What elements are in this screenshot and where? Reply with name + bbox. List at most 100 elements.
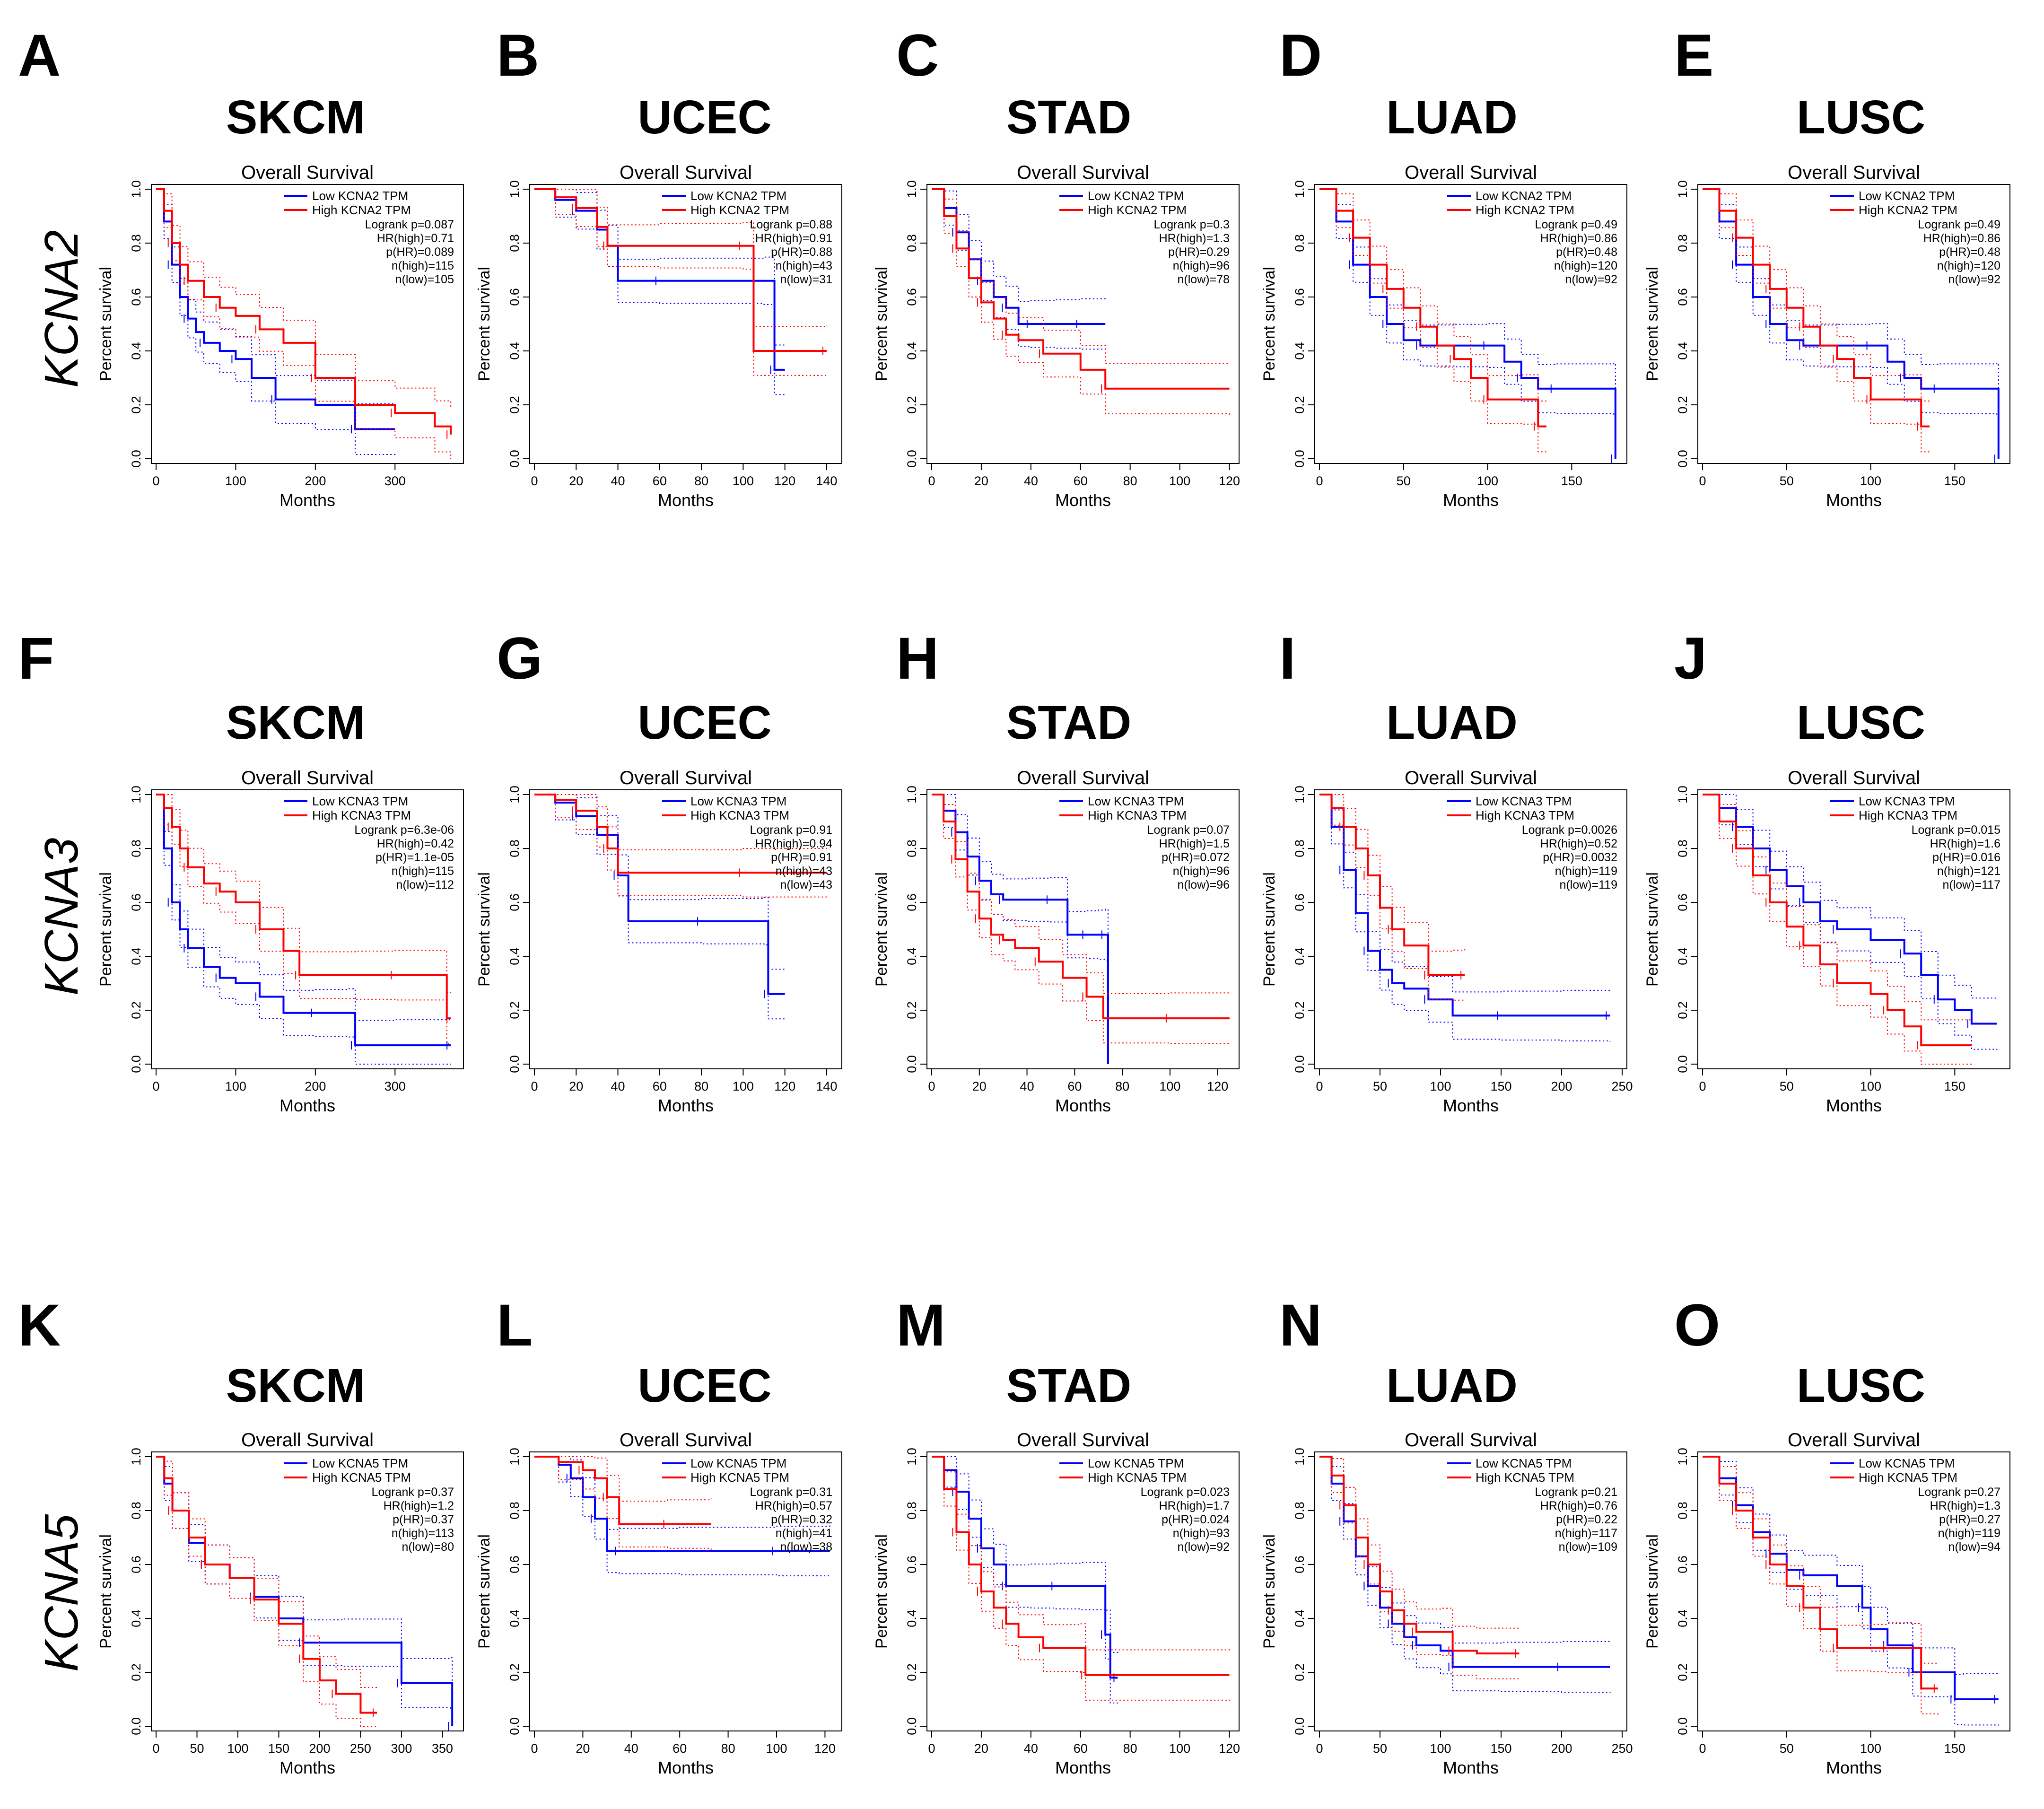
stat-line: n(low)=92 xyxy=(1948,273,2000,286)
x-tick-label: 40 xyxy=(624,1741,638,1756)
y-tick-label: 1.0 xyxy=(905,1448,919,1466)
panel-letter-n: N xyxy=(1279,1293,1322,1358)
plot-frame xyxy=(1697,184,2010,464)
y-tick-label: 1.0 xyxy=(1676,180,1690,198)
cancer-title-skcm: SKCM xyxy=(226,1359,366,1412)
x-tick-label: 0 xyxy=(1316,1741,1323,1756)
low-expression-curve xyxy=(1319,794,1610,1017)
x-axis-label: Months xyxy=(280,1096,335,1115)
stat-line: n(high)=43 xyxy=(776,259,832,272)
x-tick-label: 60 xyxy=(1074,474,1088,488)
y-tick-label: 0.0 xyxy=(1676,1717,1690,1735)
stat-line: n(low)=119 xyxy=(1559,878,1617,891)
ci-lower-band xyxy=(156,189,396,455)
y-tick-label: 0.2 xyxy=(129,396,143,414)
y-tick-label: 0.2 xyxy=(507,1663,522,1681)
legend-label: Low KCNA2 TPM xyxy=(1088,189,1184,203)
x-tick-label: 60 xyxy=(1067,1079,1082,1093)
cancer-title-stad: STAD xyxy=(1006,91,1132,144)
high-expression-curve xyxy=(1319,794,1465,976)
stat-line: n(high)=43 xyxy=(776,865,832,878)
x-tick-label: 80 xyxy=(694,474,708,488)
plot-title: Overall Survival xyxy=(1017,162,1149,183)
x-tick-label: 0 xyxy=(152,1741,159,1756)
x-tick-label: 0 xyxy=(928,1079,935,1093)
km-plot-j: Overall Survival 0 50 100 150 0.0 0.2 0.4 0.6 0.8… xyxy=(1643,768,2010,1115)
stat-line: Logrank p=0.3 xyxy=(1153,218,1230,231)
stat-line: p(HR)=1.1e-05 xyxy=(376,851,454,864)
plot-frame xyxy=(1697,789,2010,1069)
km-plot-n: Overall Survival 0 50 100 150 200 250 0.0 0.2 0.4… xyxy=(1260,1430,1633,1777)
plot-title: Overall Survival xyxy=(1788,768,1920,788)
high-expression-curve xyxy=(1319,188,1546,428)
y-tick-label: 0.0 xyxy=(1293,1055,1307,1073)
legend-label: Low KCNA2 TPM xyxy=(690,189,786,203)
plot-title: Overall Survival xyxy=(1017,768,1149,788)
ci-lower-band xyxy=(932,794,1230,1045)
x-tick-label: 40 xyxy=(1020,1079,1034,1093)
plot-frame xyxy=(1314,789,1627,1069)
stat-line: p(HR)=0.88 xyxy=(771,245,832,259)
y-tick-label: 0.6 xyxy=(507,288,522,306)
ci-upper-band xyxy=(1319,1456,1611,1644)
plot-frame xyxy=(926,1451,1240,1731)
km-plot-i: Overall Survival 0 50 100 150 200 250 0.0 0.2 0.4… xyxy=(1260,768,1633,1115)
x-axis-label: Months xyxy=(1443,1096,1499,1115)
x-axis-label: Months xyxy=(280,490,335,510)
stat-line: n(high)=121 xyxy=(1937,865,2000,878)
low-expression-curve xyxy=(1703,188,2000,459)
x-tick-label: 120 xyxy=(1207,1079,1228,1093)
high-expression-curve xyxy=(1319,1456,1520,1655)
legend-label: High KCNA5 TPM xyxy=(312,1470,411,1485)
km-plot-e: Overall Survival 0 50 100 150 0.0 0.2 0.4 0.6 0.8… xyxy=(1643,162,2010,510)
y-axis-label: Percent survival xyxy=(1643,1534,1661,1649)
low-expression-curve xyxy=(932,188,1106,325)
x-tick-label: 100 xyxy=(225,474,246,488)
y-tick-label: 0.8 xyxy=(507,839,522,857)
legend-label: High KCNA3 TPM xyxy=(1476,808,1574,822)
ci-upper-band xyxy=(156,189,452,409)
plot-title: Overall Survival xyxy=(620,162,752,183)
ci-upper-band xyxy=(156,189,396,404)
x-tick-label: 50 xyxy=(190,1741,204,1756)
high-expression-curve xyxy=(534,1456,711,1525)
legend-label: High KCNA3 TPM xyxy=(1088,808,1187,822)
cancer-title-luad: LUAD xyxy=(1386,1359,1518,1412)
y-axis-label: Percent survival xyxy=(475,872,493,987)
y-axis-label: Percent survival xyxy=(1260,267,1278,381)
stat-line: n(high)=96 xyxy=(1173,865,1230,878)
y-axis-label: Percent survival xyxy=(97,872,115,987)
legend-label: Low KCNA2 TPM xyxy=(312,189,408,203)
x-tick-label: 40 xyxy=(611,474,625,488)
y-tick-label: 0.2 xyxy=(507,1001,522,1019)
y-tick-label: 0.4 xyxy=(905,1609,919,1627)
x-tick-label: 150 xyxy=(1944,1741,1965,1756)
ci-lower-band xyxy=(156,189,452,459)
plot-frame xyxy=(926,184,1240,464)
y-tick-label: 0.8 xyxy=(1293,839,1307,857)
x-tick-label: 100 xyxy=(733,1079,754,1093)
y-tick-label: 1.0 xyxy=(1293,180,1307,198)
y-axis-label: Percent survival xyxy=(475,267,493,381)
y-tick-label: 0.4 xyxy=(1676,947,1690,965)
stat-line: Logrank p=0.0026 xyxy=(1522,823,1617,837)
y-tick-label: 0.8 xyxy=(1293,1502,1307,1520)
panel-letter-e: E xyxy=(1674,23,1714,88)
y-tick-label: 0.4 xyxy=(129,342,143,360)
legend-label: Low KCNA5 TPM xyxy=(1859,1456,1955,1470)
x-tick-label: 40 xyxy=(1024,474,1038,488)
ci-upper-band xyxy=(932,794,1109,1038)
plot-title: Overall Survival xyxy=(1405,1430,1537,1451)
x-tick-label: 100 xyxy=(1430,1079,1451,1093)
y-tick-label: 1.0 xyxy=(129,180,143,198)
ci-lower-band xyxy=(1319,794,1611,1042)
x-tick-label: 0 xyxy=(152,1079,159,1093)
stat-line: n(high)=41 xyxy=(776,1527,832,1540)
y-axis-label: Percent survival xyxy=(873,1534,891,1649)
high-expression-curve xyxy=(932,794,1230,1020)
x-tick-label: 150 xyxy=(1944,474,1965,488)
stat-line: n(high)=93 xyxy=(1173,1527,1230,1540)
y-tick-label: 0.4 xyxy=(129,1609,143,1627)
x-tick-label: 0 xyxy=(531,474,538,488)
y-tick-label: 0.0 xyxy=(129,1717,143,1735)
